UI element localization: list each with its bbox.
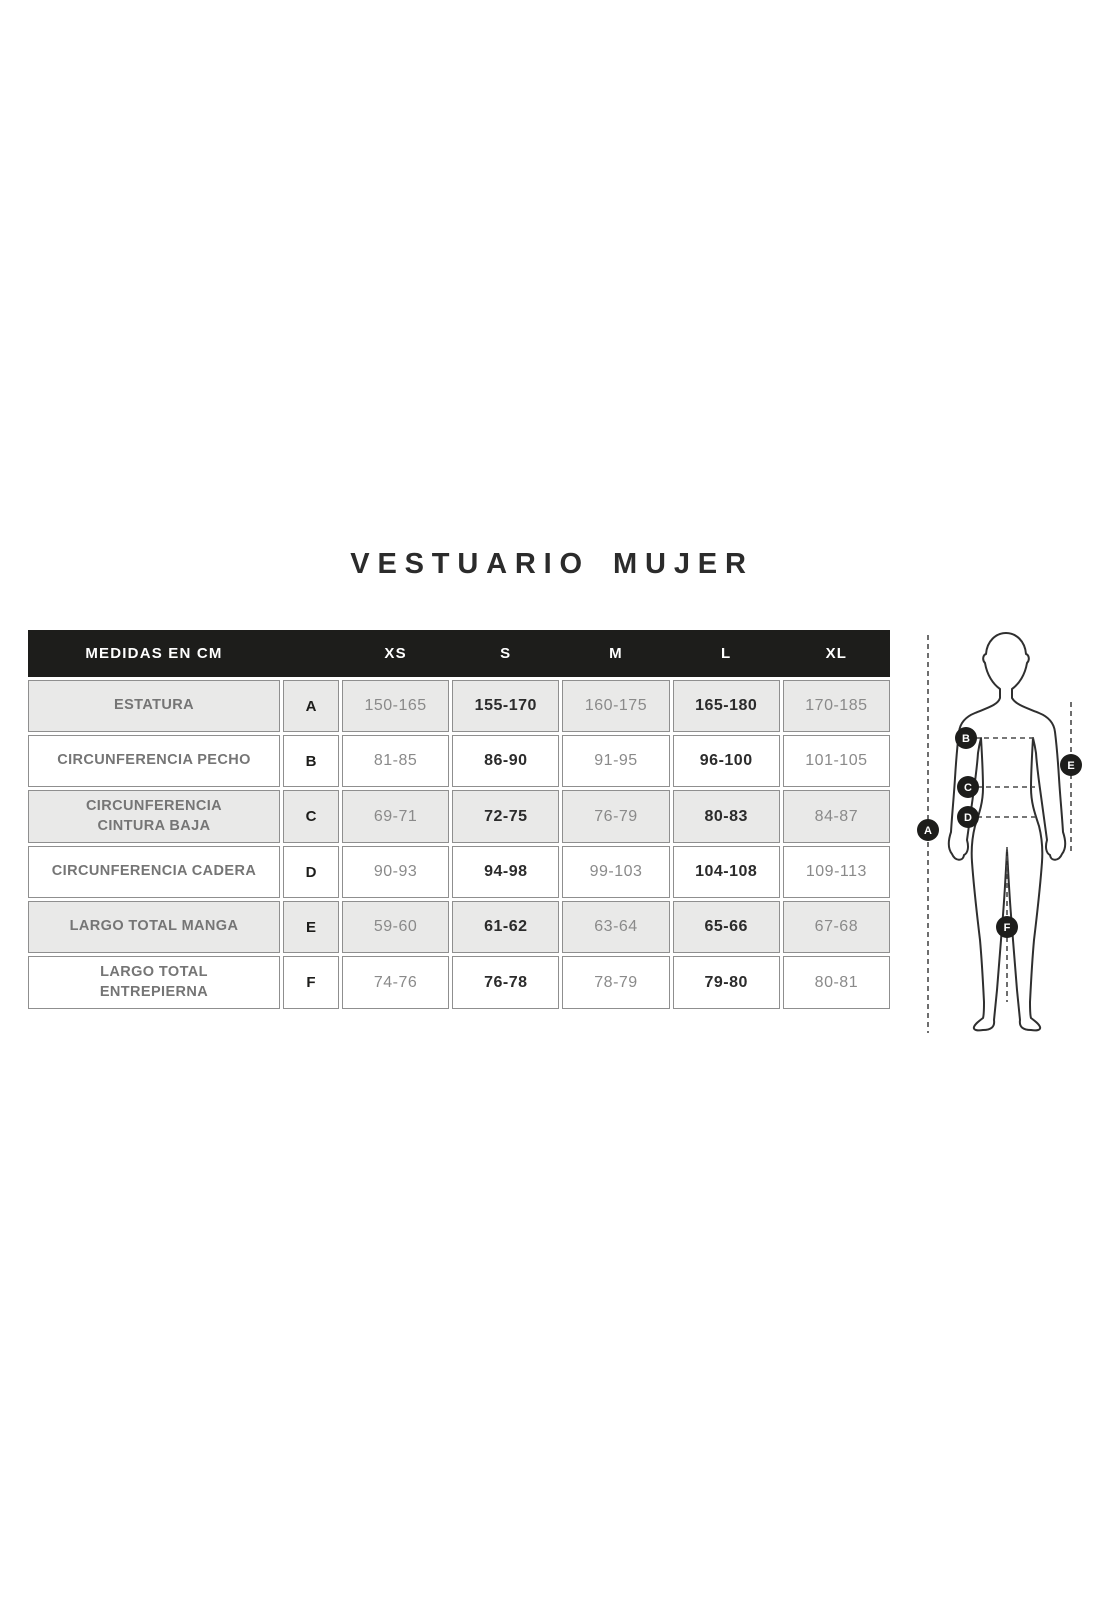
value-xl: 80-81 bbox=[782, 956, 890, 1010]
marker-badge-a: A bbox=[917, 819, 939, 841]
table-row-pecho: CIRCUNFERENCIA PECHO B 81-85 86-90 91-95… bbox=[28, 735, 890, 787]
table-row-manga: LARGO TOTAL MANGA E 59-60 61-62 63-64 65… bbox=[28, 901, 890, 954]
marker-badge-e: E bbox=[1060, 754, 1082, 776]
marker-letter-d: D bbox=[964, 812, 972, 824]
value-s: 94-98 bbox=[452, 846, 560, 899]
value-s: 76-78 bbox=[452, 956, 560, 1010]
value-s: 72-75 bbox=[452, 790, 560, 844]
value-m: 78-79 bbox=[562, 956, 670, 1010]
marker-letter-b: B bbox=[962, 733, 970, 745]
header-size-s: S bbox=[500, 645, 512, 662]
value-l: 165-180 bbox=[672, 680, 780, 732]
marker-badge-f: F bbox=[996, 916, 1018, 938]
row-label: CIRCUNFERENCIA CADERA bbox=[28, 846, 280, 899]
value-l: 96-100 bbox=[672, 735, 780, 787]
value-xl: 109-113 bbox=[782, 846, 890, 899]
marker-letter-f: F bbox=[1004, 922, 1011, 934]
value-xs: 90-93 bbox=[342, 846, 450, 899]
row-label: CIRCUNFERENCIA CINTURA BAJA bbox=[28, 790, 280, 844]
value-xl: 101-105 bbox=[782, 735, 890, 787]
row-letter: C bbox=[283, 790, 339, 844]
value-s: 86-90 bbox=[452, 735, 560, 787]
value-xs: 150-165 bbox=[342, 680, 450, 732]
header-letter-spacer bbox=[283, 630, 339, 677]
marker-letter-c: C bbox=[964, 782, 972, 794]
row-letter: B bbox=[283, 735, 339, 787]
value-m: 63-64 bbox=[562, 901, 670, 954]
table-row-entrepierna: LARGO TOTAL ENTREPIERNA F 74-76 76-78 78… bbox=[28, 956, 890, 1010]
value-xs: 69-71 bbox=[342, 790, 450, 844]
page-title: VESTUARIO MUJER bbox=[350, 548, 754, 580]
value-xl: 67-68 bbox=[782, 901, 890, 954]
row-letter: D bbox=[283, 846, 339, 899]
value-xl: 170-185 bbox=[782, 680, 890, 732]
row-letter: F bbox=[283, 956, 339, 1010]
table-body: ESTATURA A 150-165 155-170 160-175 165-1… bbox=[28, 680, 890, 1010]
female-body-outline-icon: A B C D E bbox=[917, 632, 1082, 1033]
body-silhouette bbox=[947, 632, 1067, 1032]
table-header-row: MEDIDAS EN CM XS S M L XL bbox=[28, 630, 890, 677]
header-size-xl: XL bbox=[825, 645, 848, 662]
row-label: LARGO TOTAL ENTREPIERNA bbox=[28, 956, 280, 1010]
body-measurement-diagram: A B C D E bbox=[895, 610, 1095, 1040]
table-row-estatura: ESTATURA A 150-165 155-170 160-175 165-1… bbox=[28, 680, 890, 732]
row-letter: A bbox=[283, 680, 339, 732]
value-m: 160-175 bbox=[562, 680, 670, 732]
row-label: LARGO TOTAL MANGA bbox=[28, 901, 280, 954]
header-size-l: L bbox=[721, 645, 732, 662]
header-measures: MEDIDAS EN CM bbox=[85, 645, 223, 662]
row-label: ESTATURA bbox=[28, 680, 280, 732]
value-l: 65-66 bbox=[672, 901, 780, 954]
value-m: 91-95 bbox=[562, 735, 670, 787]
header-size-m: M bbox=[609, 645, 623, 662]
size-table: MEDIDAS EN CM XS S M L XL ESTATURA A 150… bbox=[28, 630, 890, 1010]
marker-letter-e: E bbox=[1067, 760, 1074, 772]
value-l: 104-108 bbox=[672, 846, 780, 899]
value-l: 79-80 bbox=[672, 956, 780, 1010]
value-s: 61-62 bbox=[452, 901, 560, 954]
value-xs: 74-76 bbox=[342, 956, 450, 1010]
table-row-cintura-baja: CIRCUNFERENCIA CINTURA BAJA C 69-71 72-7… bbox=[28, 790, 890, 844]
header-size-xs: XS bbox=[384, 645, 407, 662]
marker-badge-d: D bbox=[957, 806, 979, 828]
value-xs: 81-85 bbox=[342, 735, 450, 787]
value-s: 155-170 bbox=[452, 680, 560, 732]
marker-badge-c: C bbox=[957, 776, 979, 798]
table-row-cadera: CIRCUNFERENCIA CADERA D 90-93 94-98 99-1… bbox=[28, 846, 890, 899]
value-xs: 59-60 bbox=[342, 901, 450, 954]
value-m: 99-103 bbox=[562, 846, 670, 899]
value-xl: 84-87 bbox=[782, 790, 890, 844]
value-m: 76-79 bbox=[562, 790, 670, 844]
row-label: CIRCUNFERENCIA PECHO bbox=[28, 735, 280, 787]
marker-badge-b: B bbox=[955, 727, 977, 749]
row-letter: E bbox=[283, 901, 339, 954]
marker-badges: A B C D E bbox=[917, 727, 1082, 938]
marker-letter-a: A bbox=[924, 825, 932, 837]
value-l: 80-83 bbox=[672, 790, 780, 844]
